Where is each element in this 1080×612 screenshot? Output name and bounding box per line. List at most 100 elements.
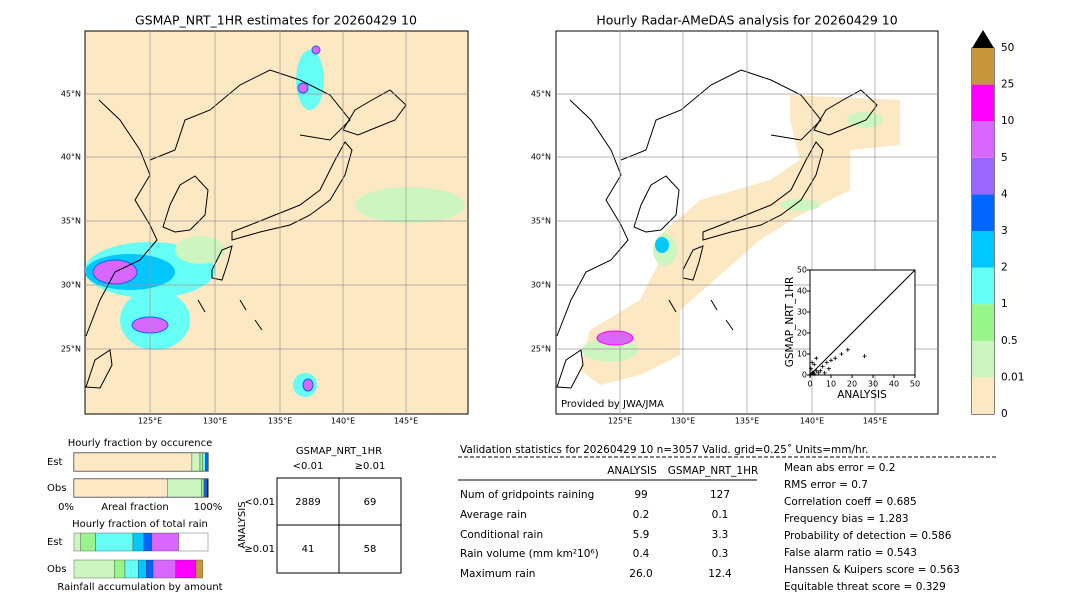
stat-label: Maximum rain <box>460 568 535 580</box>
map-title: Hourly Radar-AMeDAS analysis for 2026042… <box>596 13 897 28</box>
fraction-segment <box>138 559 147 579</box>
scatter-point <box>814 356 819 361</box>
fraction-segment <box>201 478 205 498</box>
stat-value: 0.3 <box>712 548 729 560</box>
scatter-tick: 50 <box>910 380 920 389</box>
row-label: Obs <box>47 483 66 494</box>
lat-label: 35°N <box>61 217 81 226</box>
fraction-segment <box>124 559 139 579</box>
scatter-point <box>808 372 813 377</box>
score: Mean abs error = 0.2 <box>784 462 895 474</box>
scatter-ylabel: GSMAP_NRT_1HR <box>784 277 796 368</box>
row-label: ≥0.01 <box>244 544 275 555</box>
fraction-segment <box>146 559 154 579</box>
lat-label: 30°N <box>61 281 81 290</box>
scatter-point <box>833 356 838 361</box>
colorbar-label: 0.01 <box>1001 371 1024 383</box>
stat-value: 127 <box>710 489 730 501</box>
scatter-point <box>818 368 823 373</box>
right-map <box>555 30 939 415</box>
fraction-segment <box>95 532 134 552</box>
stat-label: Average rain <box>460 509 527 521</box>
lon-label: 135°E <box>735 417 759 426</box>
scatter-point <box>824 360 829 365</box>
lat-label: 25°N <box>61 345 81 354</box>
panel-footer: Rainfall accumulation by amount <box>57 582 222 593</box>
scatter-tick: 40 <box>889 380 899 389</box>
colorbar-segment <box>972 194 994 231</box>
row-label: Est <box>47 537 63 548</box>
scatter-tick: 20 <box>847 380 857 389</box>
stat-label: Rain volume (mm km²10⁶) <box>460 548 599 560</box>
score: Probability of detection = 0.586 <box>784 530 952 542</box>
left-map <box>84 30 469 415</box>
scatter-tick: 20 <box>797 329 807 338</box>
col-header: GSMAP_NRT_1HR <box>668 465 759 477</box>
colorbar-label: 50 <box>1001 42 1014 54</box>
row-label: <0.01 <box>244 497 275 508</box>
scatter-point <box>862 354 867 359</box>
scatter-point <box>812 362 817 367</box>
lat-label: 25°N <box>531 345 551 354</box>
lon-label: 140°E <box>800 417 824 426</box>
lat-label: 40°N <box>61 153 81 162</box>
lat-label: 35°N <box>531 217 551 226</box>
scatter-point <box>814 368 819 373</box>
scatter-point <box>839 352 844 356</box>
fraction-segment <box>202 452 206 472</box>
table-cell: 41 <box>302 544 315 555</box>
scatter-point <box>845 347 850 352</box>
stat-value: 0.4 <box>633 548 650 560</box>
fraction-segment <box>206 478 209 498</box>
lon-label: 140°E <box>331 417 355 426</box>
stat-label: Num of gridpoints raining <box>460 489 594 501</box>
score: False alarm ratio = 0.543 <box>784 547 917 559</box>
colorbar-segment <box>972 340 994 378</box>
col-label: <0.01 <box>293 461 324 472</box>
fraction-segment <box>175 559 197 579</box>
lon-label: 130°E <box>203 417 227 426</box>
fraction-segment <box>132 532 144 552</box>
lat-label: 40°N <box>531 153 551 162</box>
lon-label: 145°E <box>394 417 418 426</box>
lon-label: 125°E <box>138 417 162 426</box>
score: Correlation coeff = 0.685 <box>784 496 917 508</box>
scatter-point <box>811 370 816 375</box>
colorbar-label: 1 <box>1001 298 1008 310</box>
col-label: ≥0.01 <box>355 461 386 472</box>
stat-value: 5.9 <box>633 529 650 541</box>
score: Frequency bias = 1.283 <box>784 513 909 525</box>
fraction-segment <box>203 478 207 498</box>
scatter-tick: 40 <box>797 287 807 296</box>
stat-value: 12.4 <box>708 568 732 580</box>
scatter-point <box>826 366 831 371</box>
colorbar-segment <box>972 48 994 85</box>
scatter-tick: 50 <box>797 266 807 275</box>
scatter-point <box>810 360 815 365</box>
fraction-segment <box>113 559 126 579</box>
lon-label: 145°E <box>863 417 887 426</box>
fraction-segment <box>178 532 209 552</box>
scatter-tick: 30 <box>868 380 878 389</box>
scatter-point <box>822 370 827 375</box>
fraction-segment <box>73 559 115 579</box>
col-header: ANALYSIS <box>607 465 657 477</box>
colorbar-label: 25 <box>1001 79 1014 91</box>
fraction-segment <box>205 452 209 472</box>
lat-label: 30°N <box>531 281 551 290</box>
stat-value: 3.3 <box>712 529 729 541</box>
fraction-segment <box>191 452 201 472</box>
fraction-segment <box>80 532 96 552</box>
scatter-tick: 10 <box>826 380 836 389</box>
fraction-segment <box>199 452 203 472</box>
colorbar-segment <box>972 157 994 195</box>
colorbar-segment <box>972 267 994 305</box>
scatter-tick: 0 <box>807 380 812 389</box>
fraction-segment <box>73 532 81 552</box>
colorbar-segment <box>972 377 994 414</box>
scatter-point <box>829 358 833 363</box>
colorbar-segment <box>972 304 994 341</box>
credit: Provided by JWA/JMA <box>561 399 664 410</box>
scatter-tick: 0 <box>802 371 807 380</box>
